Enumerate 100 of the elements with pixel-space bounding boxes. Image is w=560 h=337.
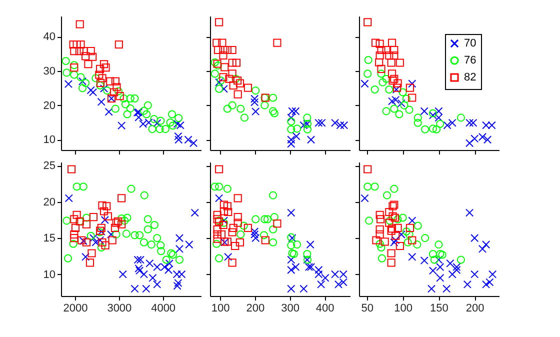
point	[250, 94, 259, 103]
point	[382, 107, 390, 116]
point	[62, 68, 71, 77]
point	[406, 224, 414, 232]
point	[406, 84, 414, 92]
point	[175, 244, 184, 253]
point	[398, 88, 407, 96]
x-tick-label: 150	[430, 302, 448, 314]
point	[387, 58, 396, 67]
point	[376, 230, 384, 238]
point	[388, 38, 396, 47]
point	[442, 284, 451, 293]
point	[388, 76, 397, 85]
x-tick-label: 400	[316, 302, 334, 314]
x-tick-label: 200	[466, 302, 484, 314]
point	[190, 208, 199, 217]
point	[456, 256, 465, 264]
point	[120, 94, 128, 102]
y-tick-label: 20	[43, 196, 56, 208]
point	[408, 236, 416, 244]
point	[287, 140, 296, 148]
point	[339, 278, 348, 286]
point	[287, 256, 296, 264]
point	[466, 139, 474, 148]
point	[390, 74, 398, 83]
point	[97, 98, 106, 106]
point	[330, 118, 340, 127]
point	[144, 101, 152, 110]
point	[64, 254, 72, 262]
point	[210, 70, 219, 78]
point	[95, 70, 104, 79]
point	[300, 284, 308, 293]
point	[430, 256, 438, 264]
point	[98, 74, 106, 82]
point	[110, 88, 118, 96]
point	[408, 216, 416, 225]
point	[62, 216, 71, 225]
x-tick-label: 100	[211, 302, 230, 314]
point	[213, 234, 222, 243]
point	[436, 274, 444, 282]
point	[287, 117, 296, 126]
point	[121, 100, 130, 108]
point	[443, 121, 452, 130]
point	[250, 228, 259, 236]
point	[408, 80, 416, 88]
point	[382, 191, 392, 200]
point	[142, 284, 150, 293]
point	[378, 254, 386, 262]
point	[236, 238, 244, 246]
point	[390, 51, 398, 60]
point	[224, 208, 232, 216]
point	[229, 81, 238, 90]
point	[394, 215, 402, 224]
point	[382, 74, 390, 83]
point	[156, 241, 165, 250]
point	[147, 240, 156, 249]
point	[72, 210, 81, 219]
point	[408, 94, 416, 102]
point	[123, 214, 132, 222]
point	[236, 230, 245, 238]
point	[421, 125, 430, 134]
point	[420, 256, 428, 265]
point	[78, 84, 87, 92]
point	[156, 116, 165, 125]
point	[402, 228, 410, 236]
point	[390, 46, 398, 54]
point	[97, 243, 106, 252]
point	[382, 46, 390, 54]
point	[67, 165, 76, 174]
point	[334, 280, 343, 288]
point	[130, 94, 139, 102]
point	[136, 231, 144, 240]
point	[110, 224, 120, 232]
point	[252, 86, 260, 95]
point	[116, 92, 124, 100]
point	[165, 259, 174, 268]
point	[150, 220, 159, 230]
point	[486, 278, 494, 286]
point	[130, 231, 139, 240]
point	[174, 132, 182, 140]
point	[80, 47, 88, 56]
point	[483, 136, 492, 144]
point	[292, 132, 300, 140]
point	[123, 110, 132, 118]
point	[223, 202, 232, 210]
point	[463, 280, 472, 288]
point	[376, 215, 385, 224]
point	[252, 234, 260, 242]
point	[270, 213, 278, 222]
point	[469, 118, 478, 127]
point	[300, 121, 308, 130]
point	[397, 230, 406, 238]
x-tick-label: 300	[281, 302, 300, 314]
point	[104, 212, 112, 220]
point	[215, 165, 224, 174]
point	[153, 280, 162, 288]
point	[390, 238, 398, 246]
point	[100, 60, 108, 68]
point	[92, 238, 100, 246]
point	[118, 122, 126, 130]
